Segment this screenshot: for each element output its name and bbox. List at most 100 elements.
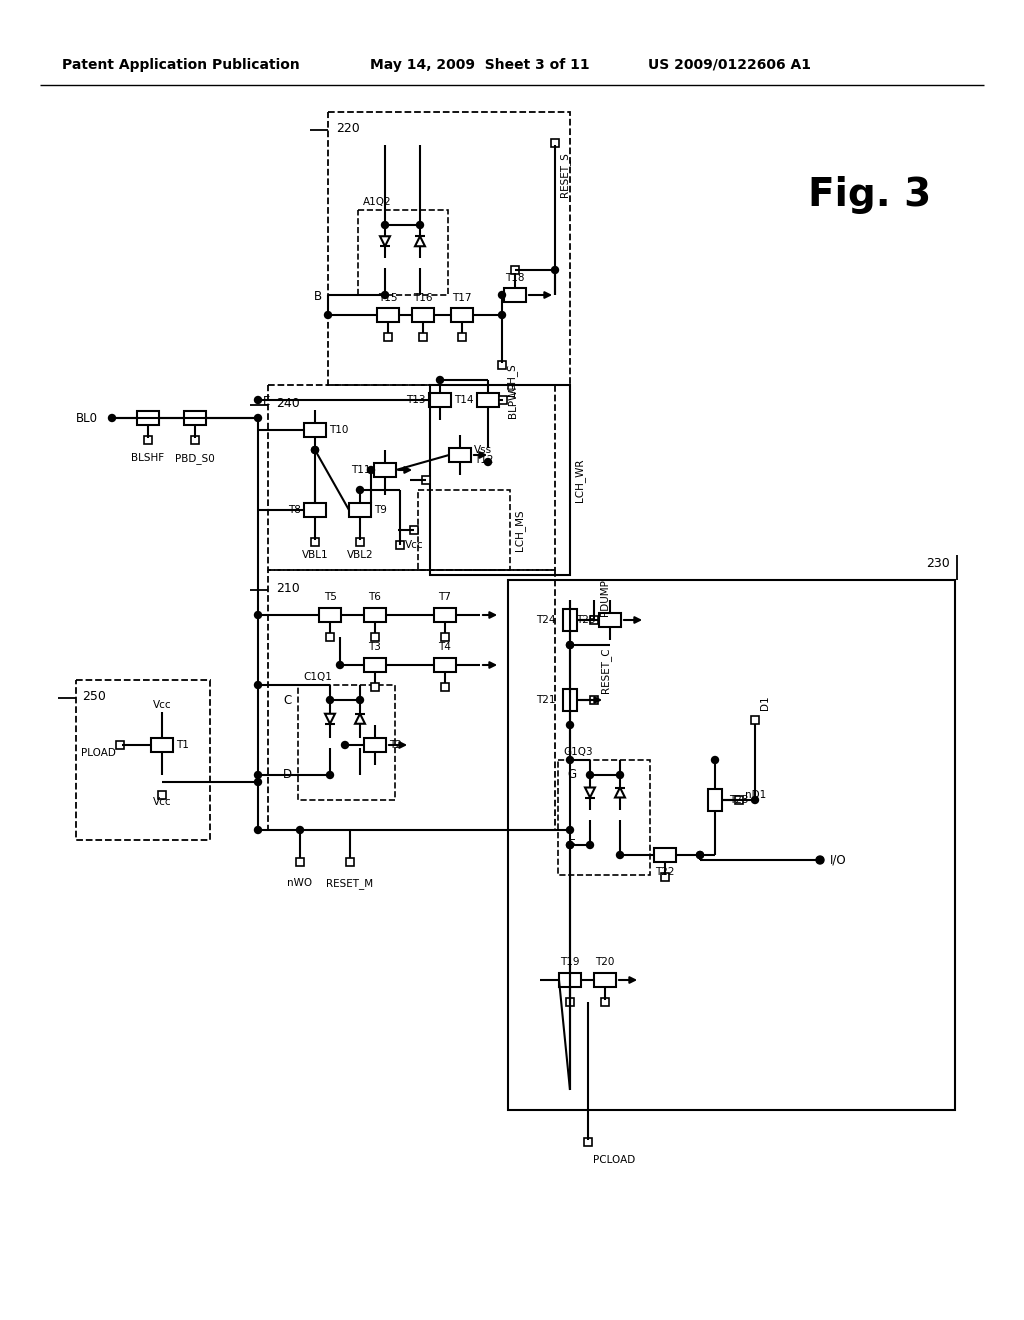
Text: T24: T24 xyxy=(537,615,556,624)
Bar xyxy=(151,738,173,752)
Circle shape xyxy=(566,756,573,763)
Text: G1Q3: G1Q3 xyxy=(563,747,593,756)
Bar xyxy=(449,447,471,462)
Circle shape xyxy=(566,642,573,648)
Bar xyxy=(326,634,334,642)
Bar xyxy=(451,308,473,322)
Text: nD1: nD1 xyxy=(745,789,766,800)
Circle shape xyxy=(484,458,492,466)
Text: T8: T8 xyxy=(288,506,301,515)
Circle shape xyxy=(337,661,343,668)
Bar xyxy=(477,393,499,407)
Text: Fig. 3: Fig. 3 xyxy=(808,176,932,214)
Text: 230: 230 xyxy=(927,557,950,570)
Text: D: D xyxy=(283,768,292,781)
Text: US 2009/0122606 A1: US 2009/0122606 A1 xyxy=(648,58,811,73)
Bar xyxy=(311,539,319,546)
Bar xyxy=(499,396,507,404)
Text: C: C xyxy=(284,693,292,706)
Text: T12: T12 xyxy=(474,455,494,465)
Text: LCH_WR: LCH_WR xyxy=(574,458,585,502)
Text: 250: 250 xyxy=(82,690,105,704)
Bar xyxy=(654,847,676,862)
Text: Patent Application Publication: Patent Application Publication xyxy=(62,58,300,73)
Bar xyxy=(412,308,434,322)
Circle shape xyxy=(566,722,573,729)
Text: T2: T2 xyxy=(389,741,401,750)
Circle shape xyxy=(382,222,388,228)
Circle shape xyxy=(109,414,116,421)
Text: PBD_S0: PBD_S0 xyxy=(175,453,215,463)
Bar xyxy=(371,634,379,642)
Text: BL0: BL0 xyxy=(76,412,98,425)
Bar xyxy=(551,139,559,147)
Circle shape xyxy=(311,446,318,454)
Circle shape xyxy=(325,312,332,318)
Bar xyxy=(590,696,598,704)
Bar xyxy=(441,682,449,690)
Circle shape xyxy=(752,796,759,804)
Text: F: F xyxy=(569,838,575,851)
Text: Vcc: Vcc xyxy=(153,797,171,807)
Text: T5: T5 xyxy=(324,591,337,602)
Text: VBL2: VBL2 xyxy=(347,550,374,560)
Circle shape xyxy=(255,396,261,404)
Text: T14: T14 xyxy=(455,395,474,405)
Circle shape xyxy=(587,842,594,849)
Bar xyxy=(594,973,616,987)
Bar xyxy=(76,680,210,840)
Text: RESET_C: RESET_C xyxy=(600,647,611,693)
Bar xyxy=(584,1138,592,1146)
Text: T21: T21 xyxy=(537,696,556,705)
Text: BLPWR: BLPWR xyxy=(508,381,518,418)
Text: T9: T9 xyxy=(374,506,387,515)
Circle shape xyxy=(341,742,348,748)
Bar xyxy=(418,490,510,570)
Bar xyxy=(377,308,399,322)
Text: T1: T1 xyxy=(176,741,188,750)
Bar xyxy=(346,858,354,866)
Text: C1Q1: C1Q1 xyxy=(303,672,332,682)
Text: 220: 220 xyxy=(336,121,359,135)
Circle shape xyxy=(587,771,594,779)
Bar xyxy=(358,210,449,294)
Text: VBL1: VBL1 xyxy=(302,550,329,560)
Bar xyxy=(708,789,722,810)
Circle shape xyxy=(696,851,703,858)
Text: May 14, 2009  Sheet 3 of 11: May 14, 2009 Sheet 3 of 11 xyxy=(370,58,590,73)
Bar xyxy=(458,333,466,341)
Text: T13: T13 xyxy=(407,395,426,405)
Bar xyxy=(349,503,371,517)
Bar xyxy=(396,541,404,549)
Bar xyxy=(601,998,609,1006)
Circle shape xyxy=(712,756,719,763)
Text: T19: T19 xyxy=(560,957,580,968)
Circle shape xyxy=(255,681,261,689)
Text: LCH_MS: LCH_MS xyxy=(514,510,525,550)
Circle shape xyxy=(417,222,424,228)
Text: nWO: nWO xyxy=(288,878,312,888)
Bar xyxy=(304,503,326,517)
Circle shape xyxy=(356,697,364,704)
Text: PLOAD: PLOAD xyxy=(81,748,116,758)
Text: 210: 210 xyxy=(276,582,300,595)
Bar xyxy=(364,609,386,622)
Text: I/O: I/O xyxy=(830,854,847,866)
Circle shape xyxy=(552,267,558,273)
Bar xyxy=(563,609,577,631)
Text: T18: T18 xyxy=(505,273,524,282)
Bar xyxy=(590,616,598,624)
Bar xyxy=(268,385,555,570)
Bar xyxy=(434,657,456,672)
Bar xyxy=(735,796,743,804)
Bar xyxy=(268,570,555,830)
Text: 240: 240 xyxy=(276,397,300,411)
Text: T10: T10 xyxy=(329,425,348,436)
Text: Vss: Vss xyxy=(474,445,493,455)
Bar xyxy=(566,998,574,1006)
Bar xyxy=(429,393,451,407)
Text: A1Q2: A1Q2 xyxy=(362,197,391,207)
Circle shape xyxy=(566,642,573,648)
Bar xyxy=(364,738,386,752)
Circle shape xyxy=(499,312,506,318)
